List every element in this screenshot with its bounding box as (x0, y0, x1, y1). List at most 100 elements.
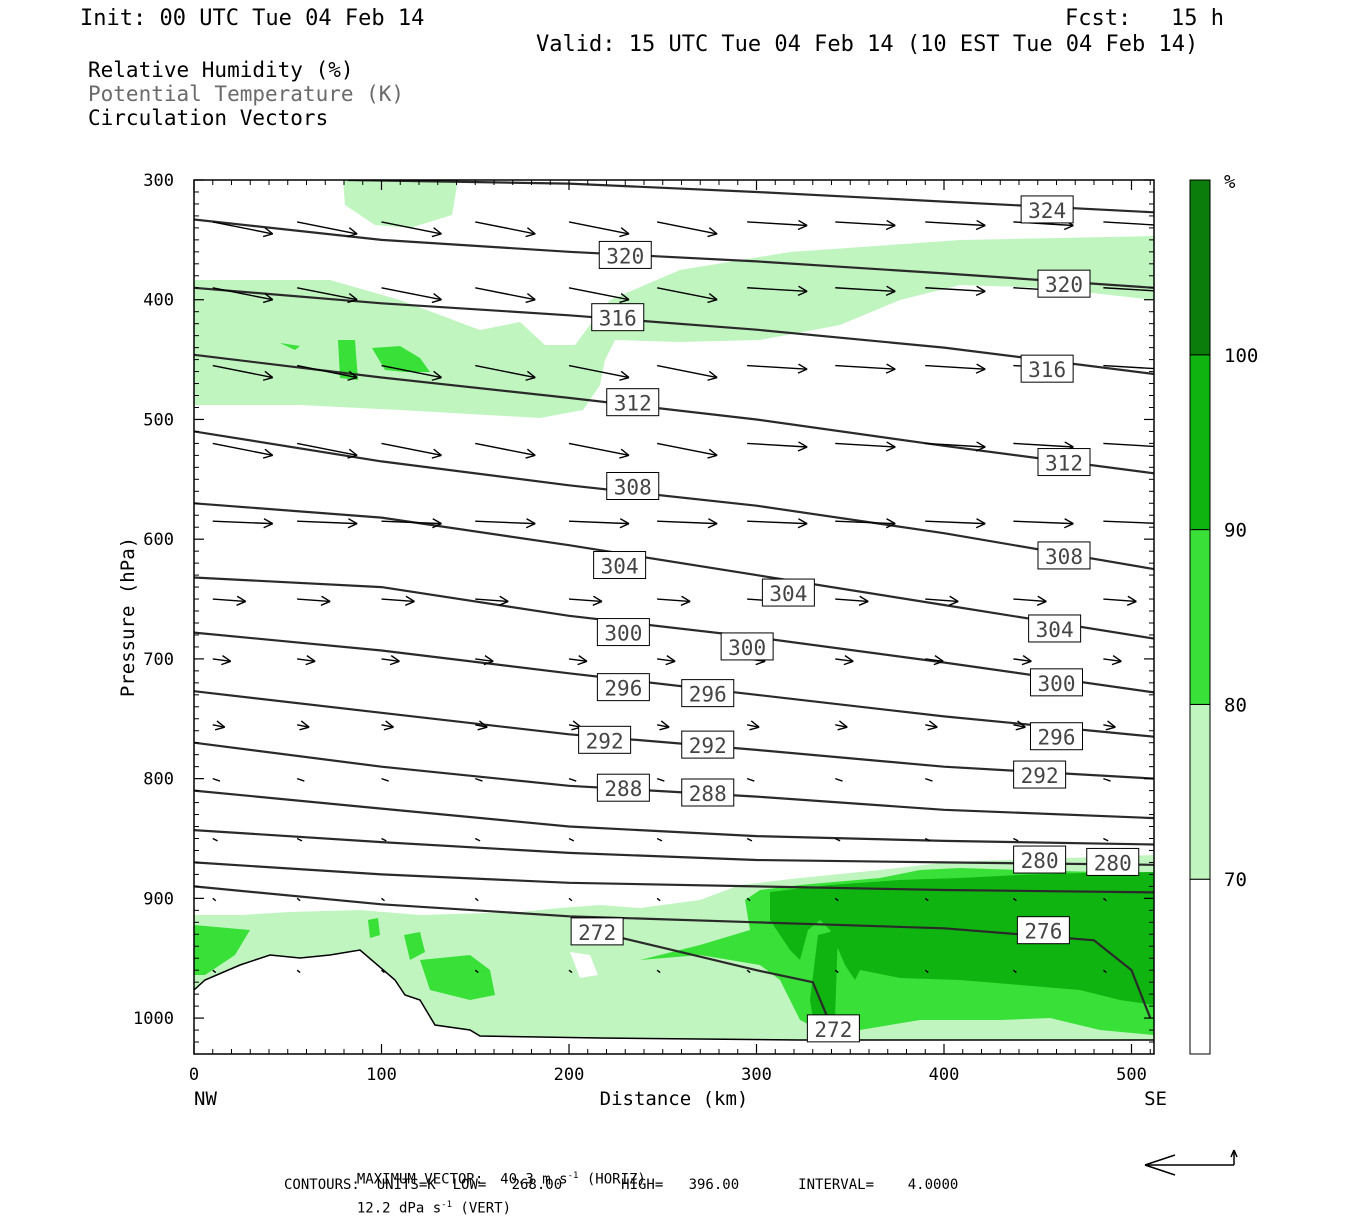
theta-label-text: 288 (689, 782, 727, 806)
circulation-vectors (212, 219, 1154, 974)
circulation-vector (568, 221, 630, 238)
circulation-vector (568, 442, 630, 459)
theta-label: 276 (1016, 916, 1070, 945)
theta-label-box (593, 551, 647, 580)
circulation-vector (381, 221, 442, 238)
theta-label-text: 312 (1045, 452, 1083, 476)
theta-label-text: 296 (689, 683, 727, 707)
circulation-vector (746, 720, 760, 731)
theta-contour-276 (194, 885, 1152, 1019)
circulation-vector (474, 897, 479, 902)
x-end-right-label: SE (1144, 1088, 1167, 1110)
theta-label: 324 (1020, 195, 1074, 224)
circulation-vector (475, 518, 536, 529)
circulation-vector (212, 518, 274, 529)
theta-label-box (1037, 448, 1091, 477)
circulation-vector (1013, 837, 1019, 842)
colorbar-segment (1189, 354, 1211, 531)
axis-ticks: 0 100 200 300 400 500 300 400 500 600 700 800 900 100… (133, 171, 1154, 1085)
circulation-vector (296, 442, 358, 459)
circulation-vector (925, 363, 986, 374)
theta-label: 320 (598, 240, 652, 269)
circulation-vector (296, 720, 310, 731)
circulation-vector (746, 969, 751, 974)
theta-label-text: 312 (614, 392, 652, 416)
theta-contour-316 (194, 286, 1154, 376)
theta-label: 312 (1037, 448, 1091, 477)
theta-label-box (681, 778, 735, 807)
init-time: Init: 00 UTC Tue 04 Feb 14 (80, 6, 425, 31)
circulation-vector (381, 969, 385, 974)
circulation-vector (1013, 595, 1047, 606)
circulation-vector (656, 720, 670, 731)
theta-label-text: 320 (606, 244, 644, 268)
y-tick-label: 500 (143, 410, 174, 430)
circulation-vector (834, 969, 839, 974)
theta-label-text: 276 (1024, 920, 1062, 944)
circulation-vector (297, 595, 331, 606)
theta-label: 296 (1030, 722, 1083, 751)
theta-label-box (596, 618, 650, 647)
circulation-vector (475, 655, 494, 666)
forecast-hour: Fcst: 15 h (1065, 6, 1224, 31)
circulation-vector (568, 518, 630, 529)
circulation-vector (381, 777, 389, 782)
circulation-vector (657, 518, 718, 529)
circulation-vector (656, 837, 663, 842)
circulation-vector (835, 655, 854, 666)
theta-label: 304 (593, 551, 647, 580)
theta-label-box (1037, 269, 1091, 298)
circulation-vector (1013, 518, 1074, 529)
theta-label-text: 272 (814, 1018, 852, 1042)
circulation-vector (1102, 897, 1107, 902)
circulation-vector (212, 221, 274, 238)
circulation-vector (925, 655, 944, 666)
circulation-vector (1103, 655, 1122, 666)
circulation-vector (381, 837, 387, 842)
circulation-vector (212, 777, 221, 782)
theta-label-text: 292 (689, 734, 727, 758)
theta-label: 316 (591, 303, 645, 332)
theta-label: 280 (1086, 847, 1140, 876)
theta-label-text: 288 (604, 777, 642, 801)
circulation-vector (296, 221, 358, 238)
circulation-vector (656, 969, 661, 974)
y-tick-label: 900 (143, 889, 174, 909)
theta-label-text: 300 (604, 622, 642, 646)
reference-vector (1144, 1149, 1238, 1176)
theta-label-text: 304 (1036, 618, 1074, 642)
theta-label: 300 (1030, 668, 1083, 697)
theta-label-box (1016, 916, 1070, 945)
circulation-vector (1103, 720, 1116, 731)
theta-label-text: 280 (1021, 849, 1059, 873)
circulation-vector (925, 518, 986, 529)
circulation-vector (834, 897, 839, 902)
theta-label-text: 296 (604, 677, 642, 701)
circulation-vector (474, 969, 479, 974)
circulation-vector (212, 442, 274, 459)
circulation-vector (381, 287, 442, 304)
theta-label-box (1020, 354, 1074, 383)
theta-label-text: 296 (1038, 726, 1076, 750)
circulation-vector (1013, 720, 1026, 731)
theta-label: 304 (1028, 614, 1082, 643)
theta-label: 308 (1037, 541, 1091, 570)
theta-label-box (1030, 722, 1083, 751)
theta-label-box (591, 303, 645, 332)
theta-label-text: 272 (578, 921, 616, 945)
valid-time: Valid: 15 UTC Tue 04 Feb 14 (10 EST Tue … (536, 32, 1199, 57)
circulation-vector (568, 969, 573, 974)
circulation-vector (1102, 969, 1107, 974)
circulation-vector (296, 287, 358, 304)
theta-label: 300 (720, 632, 774, 661)
circulation-vector (835, 518, 896, 529)
x-tick-label: 400 (929, 1065, 960, 1085)
theta-label-box (1030, 668, 1083, 697)
y-axis-label: Pressure (hPa) (117, 537, 139, 697)
theta-label-text: 292 (1021, 764, 1059, 788)
circulation-vector (1103, 777, 1111, 782)
x-end-left-label: NW (194, 1088, 217, 1110)
theta-label: 304 (761, 578, 815, 607)
theta-label: 272 (806, 1014, 860, 1043)
circulation-vector (297, 518, 358, 529)
